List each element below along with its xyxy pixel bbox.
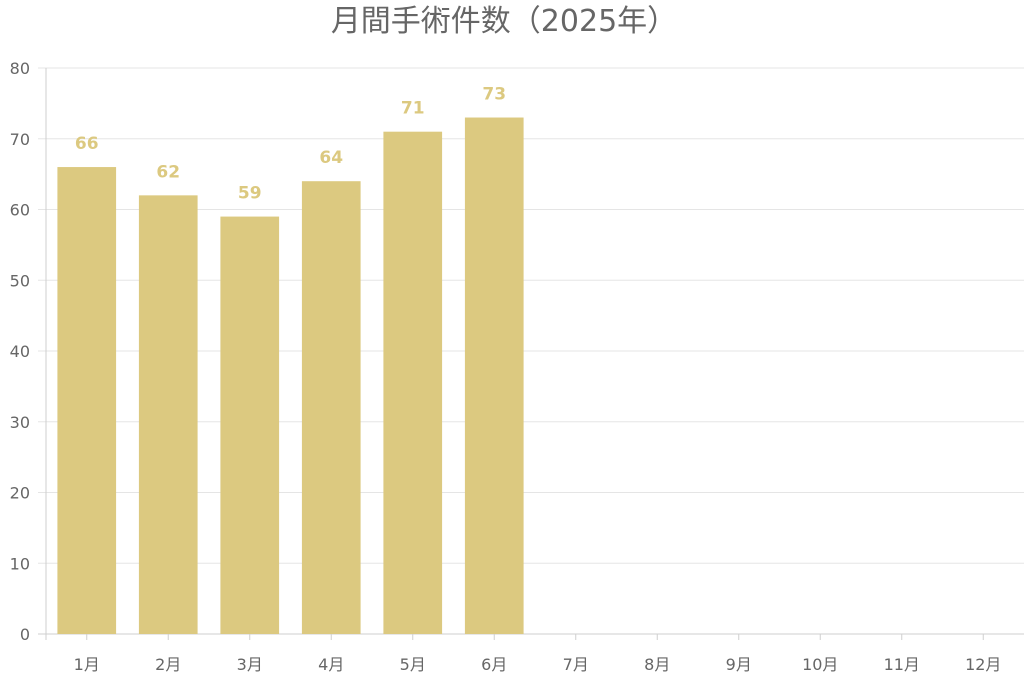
data-label: 62 xyxy=(156,162,180,182)
data-label: 71 xyxy=(401,99,425,119)
y-tick-label: 10 xyxy=(10,554,30,573)
bar-5 xyxy=(383,131,443,635)
y-tick-label: 30 xyxy=(10,413,30,432)
y-tick-label: 50 xyxy=(10,271,30,290)
data-label: 59 xyxy=(238,184,262,204)
y-tick-label: 80 xyxy=(10,59,30,78)
x-tick-label: 8月 xyxy=(644,655,670,674)
data-label: 66 xyxy=(75,134,99,154)
x-tick-label: 12月 xyxy=(965,655,1001,674)
x-tick-label: 9月 xyxy=(726,655,752,674)
y-tick-label: 0 xyxy=(20,625,30,644)
x-tick-label: 3月 xyxy=(237,655,263,674)
data-label: 64 xyxy=(319,148,343,168)
x-tick-label: 4月 xyxy=(318,655,344,674)
bars xyxy=(57,117,524,635)
x-axis-ticks: 1月 2月 3月 4月 5月 6月 7月 8月 9月 10月 11月 12月 xyxy=(74,634,1001,674)
grid-lines xyxy=(38,67,1024,640)
y-tick-label: 70 xyxy=(10,130,30,149)
y-tick-label: 60 xyxy=(10,201,30,220)
bar-3 xyxy=(220,216,280,634)
y-tick-label: 20 xyxy=(10,484,30,503)
bar-1 xyxy=(57,167,117,635)
bar-4 xyxy=(301,181,361,634)
chart-title: 月間手術件数（2025年） xyxy=(331,4,677,39)
x-tick-label: 5月 xyxy=(400,655,426,674)
x-tick-label: 10月 xyxy=(802,655,838,674)
y-axis-ticks: 0 10 20 30 40 50 60 70 80 xyxy=(10,59,30,644)
data-label: 73 xyxy=(482,85,506,105)
bar-6 xyxy=(464,117,524,634)
data-labels: 66 62 59 64 71 73 xyxy=(75,85,506,204)
x-tick-label: 7月 xyxy=(563,655,589,674)
y-tick-label: 40 xyxy=(10,342,30,361)
x-tick-label: 1月 xyxy=(74,655,100,674)
bar-2 xyxy=(138,195,198,634)
x-tick-label: 6月 xyxy=(481,655,507,674)
x-tick-label: 2月 xyxy=(155,655,181,674)
x-tick-label: 11月 xyxy=(884,655,920,674)
